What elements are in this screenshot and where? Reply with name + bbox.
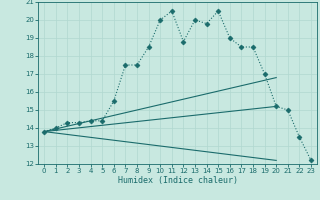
X-axis label: Humidex (Indice chaleur): Humidex (Indice chaleur) xyxy=(118,176,238,185)
